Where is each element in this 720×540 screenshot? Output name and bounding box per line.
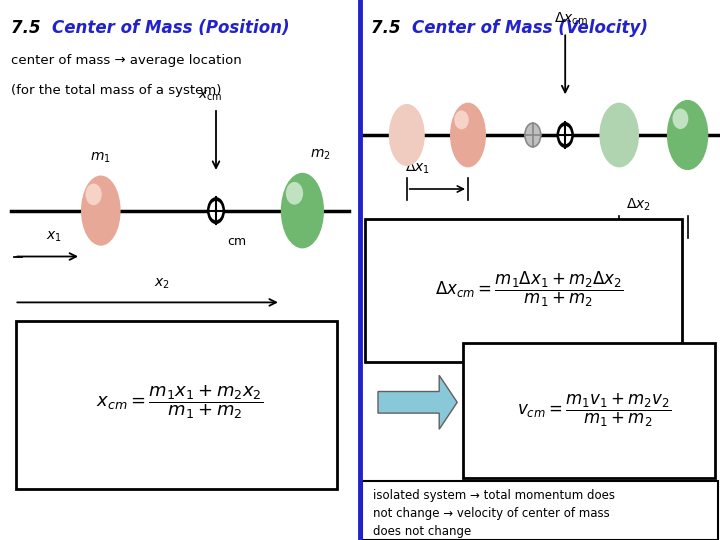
Circle shape bbox=[557, 122, 574, 148]
Circle shape bbox=[525, 123, 541, 147]
Text: 7.5: 7.5 bbox=[371, 19, 406, 37]
Text: $m_1$: $m_1$ bbox=[90, 150, 111, 165]
Text: $x_1$: $x_1$ bbox=[46, 230, 62, 244]
Circle shape bbox=[210, 201, 222, 220]
Text: $x_{\rm cm}$: $x_{\rm cm}$ bbox=[198, 88, 222, 103]
Text: 7.5: 7.5 bbox=[11, 19, 46, 37]
FancyBboxPatch shape bbox=[365, 219, 683, 362]
Text: $x_2$: $x_2$ bbox=[154, 276, 170, 291]
Circle shape bbox=[559, 126, 572, 144]
Polygon shape bbox=[378, 375, 457, 429]
Text: $x_{cm} = \dfrac{m_1 x_1 + m_2 x_2}{m_1 + m_2}$: $x_{cm} = \dfrac{m_1 x_1 + m_2 x_2}{m_1 … bbox=[96, 383, 264, 421]
Ellipse shape bbox=[81, 176, 121, 246]
Ellipse shape bbox=[86, 184, 102, 205]
Text: $v_{cm} = \dfrac{m_1 v_1 + m_2 v_2}{m_1 + m_2}$: $v_{cm} = \dfrac{m_1 v_1 + m_2 v_2}{m_1 … bbox=[517, 392, 671, 429]
FancyBboxPatch shape bbox=[16, 321, 336, 489]
Text: (for the total mass of a system): (for the total mass of a system) bbox=[11, 84, 221, 97]
Text: cm: cm bbox=[227, 235, 246, 248]
Text: isolated system → total momentum does
not change → velocity of center of mass
do: isolated system → total momentum does no… bbox=[373, 489, 615, 538]
Ellipse shape bbox=[450, 103, 486, 167]
Text: $\Delta x_2$: $\Delta x_2$ bbox=[626, 197, 652, 213]
Text: $m_2$: $m_2$ bbox=[310, 147, 330, 162]
FancyBboxPatch shape bbox=[463, 343, 714, 478]
Ellipse shape bbox=[281, 173, 324, 248]
Ellipse shape bbox=[667, 100, 708, 170]
Text: Center of Mass (Velocity): Center of Mass (Velocity) bbox=[412, 19, 648, 37]
Text: $\Delta x_1$: $\Delta x_1$ bbox=[405, 159, 430, 176]
Ellipse shape bbox=[286, 182, 303, 205]
Ellipse shape bbox=[454, 111, 469, 129]
Text: 7: 7 bbox=[701, 522, 709, 536]
Text: Center of Mass (Position): Center of Mass (Position) bbox=[52, 19, 290, 37]
Ellipse shape bbox=[389, 104, 425, 166]
Text: $\Delta x_{\rm cm}$: $\Delta x_{\rm cm}$ bbox=[554, 11, 588, 27]
Circle shape bbox=[207, 197, 225, 224]
Text: $\Delta x_{cm} = \dfrac{m_1 \Delta x_1 + m_2 \Delta x_2}{m_1 + m_2}$: $\Delta x_{cm} = \dfrac{m_1 \Delta x_1 +… bbox=[435, 269, 624, 308]
Ellipse shape bbox=[672, 109, 688, 129]
Ellipse shape bbox=[600, 103, 639, 167]
Text: center of mass → average location: center of mass → average location bbox=[11, 54, 241, 67]
FancyBboxPatch shape bbox=[362, 481, 719, 540]
